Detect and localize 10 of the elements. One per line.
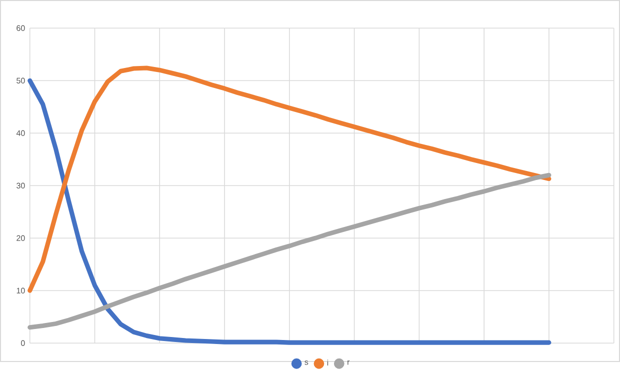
y-tick-label: 60 bbox=[16, 25, 25, 32]
legend-label: s bbox=[304, 360, 308, 365]
legend-label: i bbox=[327, 360, 328, 366]
legend-label: r bbox=[348, 360, 350, 365]
y-tick-label: 0 bbox=[21, 340, 25, 346]
y-tick-label: 30 bbox=[16, 182, 25, 189]
y-tick-label: 40 bbox=[16, 130, 25, 136]
y-tick-label: 10 bbox=[16, 288, 25, 294]
y-tick-label: 50 bbox=[16, 78, 25, 84]
y-tick-label: 20 bbox=[16, 235, 25, 242]
